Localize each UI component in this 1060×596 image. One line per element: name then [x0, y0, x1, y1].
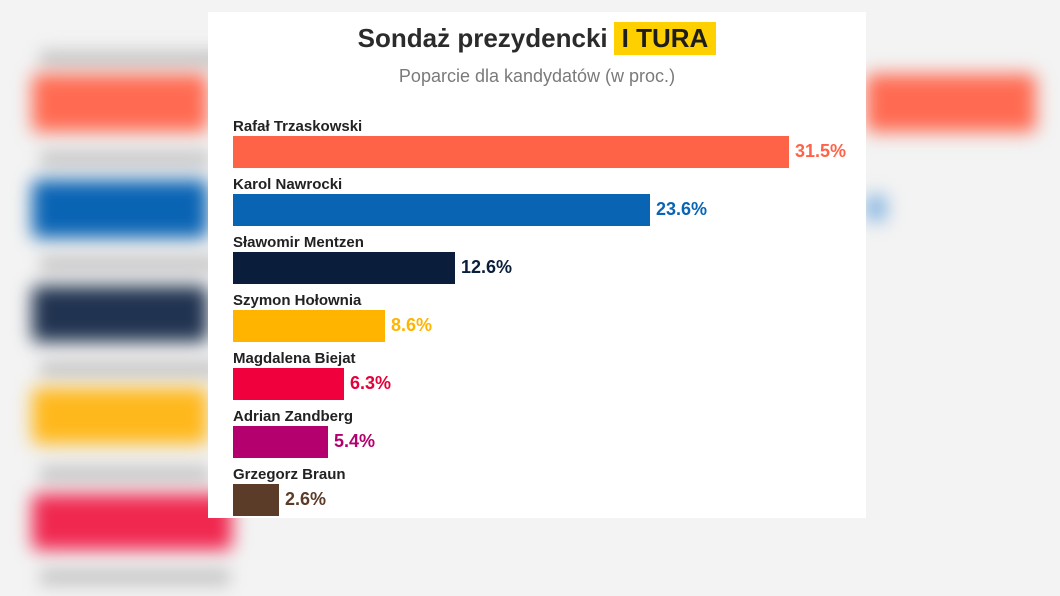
bar: [233, 310, 385, 342]
bar-row: Grzegorz Braun 2.6%: [233, 466, 863, 524]
value-label: 2.6%: [285, 489, 327, 509]
bar: [233, 136, 789, 168]
bar-row: Magdalena Biejat 6.3%: [233, 350, 863, 408]
blur-text: [40, 568, 230, 586]
candidate-name: Sławomir Mentzen: [233, 234, 364, 251]
value-label: 23.6%: [656, 199, 708, 219]
blur-text: [40, 360, 220, 378]
candidate-name: Grzegorz Braun: [233, 466, 346, 483]
blur-text: [40, 150, 210, 168]
bar-row: Rafał Trzaskowski 31.5%: [233, 118, 863, 176]
chart-card: Sondaż prezydencki I TURA Poparcie dla ka…: [208, 12, 866, 518]
blur-bar: [32, 494, 232, 550]
round-badge: I TURA: [613, 22, 717, 55]
value-label: 12.6%: [461, 257, 513, 277]
chart-subtitle: Poparcie dla kandydatów (w proc.): [398, 66, 676, 86]
candidate-name: Adrian Zandberg: [233, 408, 354, 425]
bar: [233, 484, 279, 516]
blur-bar: [32, 388, 208, 444]
candidate-name: Szymon Hołownia: [233, 292, 362, 309]
blur-text: [40, 255, 220, 273]
chart-title: Sondaż prezydencki: [357, 23, 608, 53]
value-label: 31.5%: [795, 141, 847, 161]
blur-text: [40, 50, 240, 68]
blur-bar: [866, 195, 886, 221]
blur-bar: [32, 74, 208, 132]
bar-row: Adrian Zandberg 5.4%: [233, 408, 863, 466]
bar: [233, 426, 328, 458]
value-label: 8.6%: [391, 315, 433, 335]
candidate-name: Rafał Trzaskowski: [233, 118, 363, 135]
title-row: Sondaż prezydencki I TURA: [208, 22, 866, 55]
value-label: 5.4%: [334, 431, 376, 451]
blur-bar: [32, 180, 208, 238]
bar-row: Szymon Hołownia 8.6%: [233, 292, 863, 350]
blur-bar: [32, 286, 208, 342]
blur-bar: [866, 74, 1036, 132]
candidate-name: Karol Nawrocki: [233, 176, 343, 193]
bar-chart: Rafał Trzaskowski 31.5% Karol Nawrocki 23.6…: [208, 12, 866, 518]
blur-text: [40, 465, 210, 483]
bar: [233, 194, 650, 226]
bar-row: Karol Nawrocki 23.6%: [233, 176, 863, 234]
bar: [233, 252, 455, 284]
value-label: 6.3%: [350, 373, 392, 393]
bar-row: Sławomir Mentzen 12.6%: [233, 234, 863, 292]
bar: [233, 368, 344, 400]
candidate-name: Magdalena Biejat: [233, 350, 356, 367]
